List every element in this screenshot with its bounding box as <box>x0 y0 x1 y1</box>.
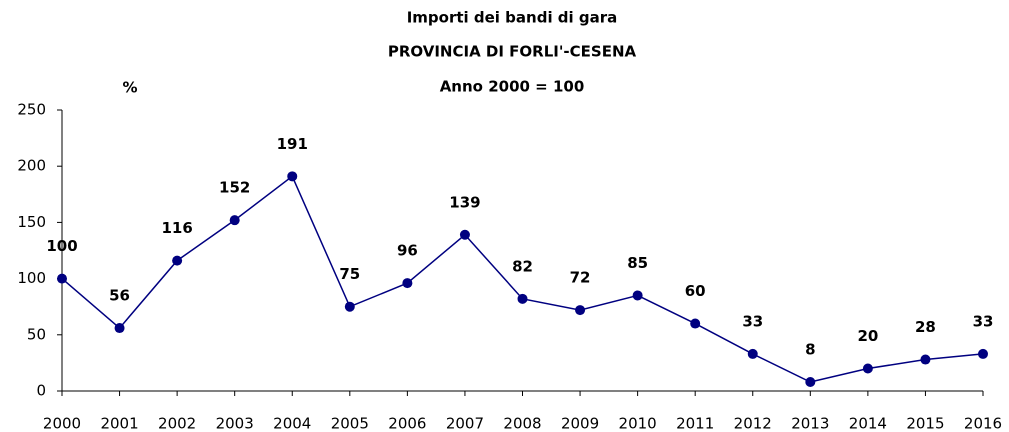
x-tick-label: 2000 <box>43 415 81 432</box>
data-label: 85 <box>627 254 648 272</box>
point <box>517 293 528 304</box>
point <box>57 273 67 284</box>
x-tick-label: 2013 <box>791 415 829 432</box>
data-label: 75 <box>339 265 360 283</box>
point <box>632 290 643 301</box>
chart-title: Importi dei bandi di gara <box>407 9 618 27</box>
x-tick-label: 2005 <box>331 415 369 432</box>
data-label: 8 <box>805 341 815 359</box>
x-tick-label: 2006 <box>388 415 426 432</box>
point <box>747 348 758 359</box>
x-tick-label: 2010 <box>619 415 657 432</box>
y-tick-label: 150 <box>17 213 46 231</box>
x-tick-label: 2004 <box>273 415 311 432</box>
y-tick-label: 250 <box>17 101 46 119</box>
data-label: 139 <box>449 193 480 211</box>
data-label: 82 <box>512 257 533 275</box>
point <box>978 348 988 359</box>
x-tick-label: 2015 <box>906 415 944 432</box>
data-label: 116 <box>161 219 192 237</box>
data-label: 20 <box>857 327 878 345</box>
point <box>920 354 931 365</box>
y-tick-label: 200 <box>17 157 46 175</box>
point <box>575 305 586 316</box>
point <box>114 323 125 334</box>
line <box>61 175 984 383</box>
data-label: 100 <box>46 237 77 255</box>
x-tick-label: 2002 <box>158 415 196 432</box>
data-label: 28 <box>915 318 936 336</box>
data-label: 72 <box>570 269 591 287</box>
point <box>287 171 298 182</box>
point <box>229 215 240 226</box>
point <box>344 301 355 312</box>
y-axis-label: % <box>122 79 137 97</box>
chart-title: PROVINCIA DI FORLI'-CESENA <box>388 43 637 61</box>
point <box>690 318 701 329</box>
x-tick-label: 2014 <box>849 415 887 432</box>
x-tick-label: 2008 <box>503 415 541 432</box>
x-tick-label: 2011 <box>676 415 714 432</box>
data-label: 56 <box>109 287 130 305</box>
point <box>805 377 816 388</box>
data-label: 33 <box>973 312 994 330</box>
data-label: 33 <box>742 312 763 330</box>
x-tick-label: 2016 <box>964 415 1002 432</box>
data-label: 152 <box>219 179 250 197</box>
data-label: 191 <box>277 135 308 153</box>
x-tick-label: 2003 <box>216 415 254 432</box>
chart-title: Anno 2000 = 100 <box>440 78 585 96</box>
point <box>862 363 873 374</box>
data-label: 60 <box>685 282 706 300</box>
data-label: 96 <box>397 242 418 260</box>
x-tick-label: 2012 <box>734 415 772 432</box>
point <box>459 229 470 240</box>
x-tick-label: 2007 <box>446 415 484 432</box>
x-tick-label: 2009 <box>561 415 599 432</box>
y-tick-label: 50 <box>27 325 46 343</box>
y-tick-label: 0 <box>36 382 46 400</box>
y-tick-label: 100 <box>17 269 46 287</box>
x-tick-label: 2001 <box>100 415 138 432</box>
point <box>172 255 183 266</box>
point <box>402 278 413 289</box>
